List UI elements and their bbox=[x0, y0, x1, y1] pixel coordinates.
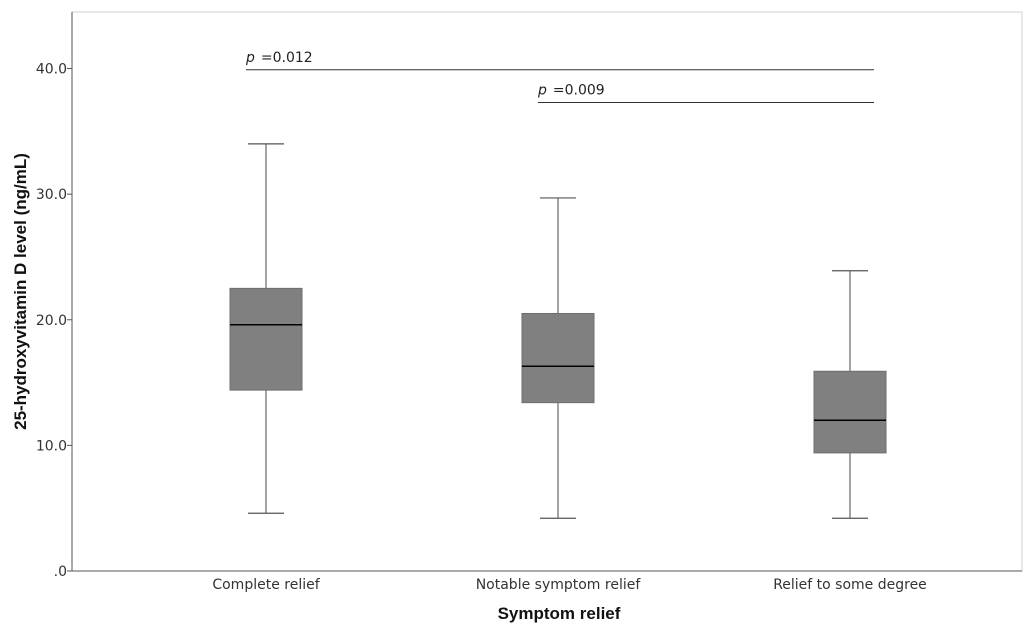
plot-frame bbox=[71, 11, 1023, 572]
y-tick-label: 30.0 bbox=[36, 187, 67, 203]
y-tick-label: 40.0 bbox=[36, 62, 67, 78]
iqr-box bbox=[521, 312, 595, 404]
x-category-label: Complete relief bbox=[212, 577, 320, 593]
y-tick-label: .0 bbox=[54, 564, 67, 580]
plot-area-border bbox=[71, 11, 1023, 572]
p-symbol: p bbox=[245, 50, 255, 66]
box-series bbox=[229, 143, 887, 519]
iqr-box bbox=[813, 370, 887, 454]
box-2 bbox=[521, 197, 595, 519]
x-axis-categories: Complete relief Notable symptom relief Rel… bbox=[212, 577, 926, 593]
y-tick-label: 20.0 bbox=[36, 313, 67, 329]
box-1 bbox=[229, 143, 303, 514]
p-value-label: p =0.012 bbox=[245, 50, 313, 66]
box-3 bbox=[813, 270, 887, 519]
x-axis-title: Symptom relief bbox=[498, 604, 621, 623]
p-value-label: p =0.009 bbox=[537, 82, 605, 98]
x-category-label: Notable symptom relief bbox=[476, 577, 642, 593]
y-axis-title: 25-hydroxyvitamin D level (ng/mL) bbox=[11, 153, 30, 430]
p-value: =0.009 bbox=[553, 82, 605, 98]
y-tick-label: 10.0 bbox=[36, 438, 67, 454]
p-symbol: p bbox=[537, 82, 547, 98]
iqr-box bbox=[229, 287, 303, 391]
y-axis-ticks: .0 10.0 20.0 30.0 40.0 bbox=[36, 62, 72, 580]
significance-annotations: p =0.012 p =0.009 bbox=[245, 50, 874, 103]
x-category-label: Relief to some degree bbox=[773, 577, 927, 593]
p-value: =0.012 bbox=[261, 50, 313, 66]
